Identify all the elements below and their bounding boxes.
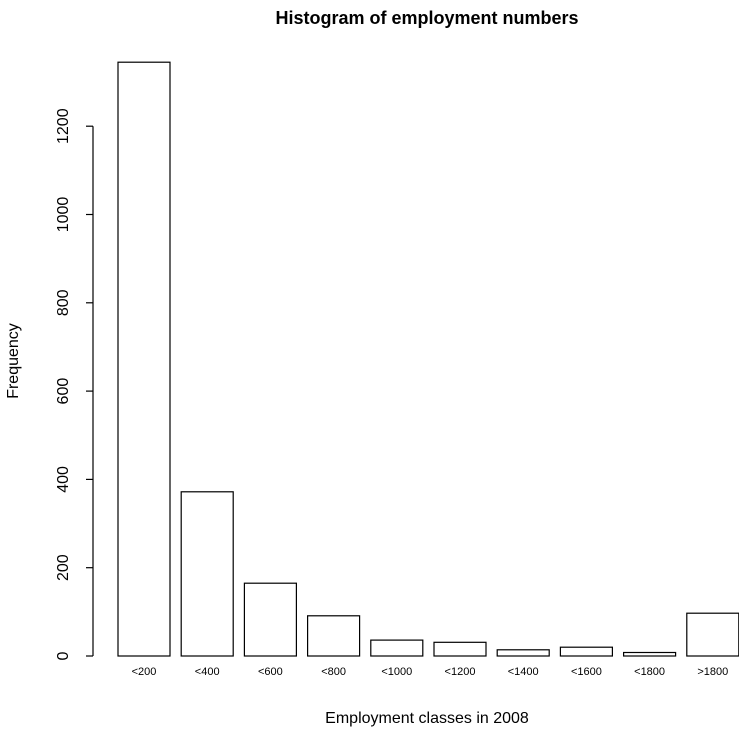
x-tick-label: <1800 (634, 666, 665, 678)
bar-6 (433, 641, 487, 657)
bar-1 (117, 61, 171, 657)
y-axis: 0 200 400 600 800 1000 1200 (55, 108, 94, 660)
x-tick-label: >1800 (697, 666, 728, 678)
x-tick-label: <800 (321, 666, 346, 678)
bar-7 (496, 649, 550, 657)
x-tick-label: <600 (258, 666, 283, 678)
bars-group (117, 61, 739, 657)
bar-9 (622, 651, 677, 657)
chart-title: Histogram of employment numbers (275, 8, 578, 28)
x-axis-label: Employment classes in 2008 (325, 710, 529, 727)
x-tick-label: <1600 (571, 666, 602, 678)
x-tick-label: <400 (195, 666, 220, 678)
bar-2 (180, 491, 234, 657)
y-tick-label: 0 (55, 651, 72, 660)
x-tick-label: <1000 (381, 666, 412, 678)
bar-4 (307, 615, 361, 657)
x-tick-label: <1400 (508, 666, 539, 678)
y-axis-label: Frequency (5, 323, 22, 399)
y-tick-label: 1000 (55, 197, 72, 233)
y-tick-label: 600 (55, 378, 72, 405)
bar-3 (243, 582, 297, 657)
x-tick-label: <1200 (445, 666, 476, 678)
y-tick-label: 400 (55, 466, 72, 493)
y-tick-label: 800 (55, 289, 72, 316)
bar-5 (370, 639, 424, 657)
y-tick-label: 200 (55, 554, 72, 581)
y-tick-label: 1200 (55, 108, 72, 144)
x-category-labels: <200 <400 <600 <800 <1000 <1200 <1400 <1600 <180… (132, 666, 729, 678)
bar-10 (686, 612, 739, 657)
x-tick-label: <200 (132, 666, 157, 678)
bar-8 (559, 646, 614, 657)
